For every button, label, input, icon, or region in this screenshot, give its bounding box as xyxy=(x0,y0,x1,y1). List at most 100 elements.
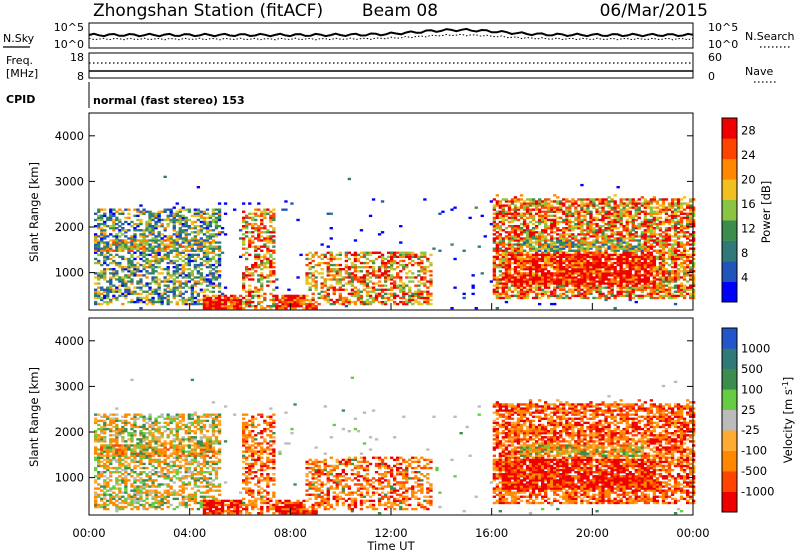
heatmap-cell xyxy=(214,225,219,228)
heatmap-cell xyxy=(574,216,578,220)
heatmap-cell xyxy=(154,225,158,228)
heatmap-cell xyxy=(100,473,104,476)
heatmap-cell xyxy=(100,286,104,289)
heatmap-cell xyxy=(538,266,542,269)
heatmap-cell xyxy=(272,280,276,283)
heatmap-cell xyxy=(350,288,355,291)
heatmap-cell xyxy=(516,282,521,285)
heatmap-cell xyxy=(202,222,207,226)
heatmap-cell xyxy=(332,263,336,267)
heatmap-cell xyxy=(127,300,131,304)
heatmap-cell xyxy=(631,257,635,261)
heatmap-cell xyxy=(184,233,188,236)
heatmap-cell xyxy=(169,245,173,248)
heatmap-cell xyxy=(625,247,629,250)
heatmap-cell xyxy=(547,249,551,252)
heatmap-cell xyxy=(682,261,687,265)
heatmap-cell xyxy=(184,280,188,283)
heatmap-cell xyxy=(553,222,557,226)
heatmap-cell xyxy=(317,272,321,275)
heatmap-cell xyxy=(634,276,638,279)
heatmap-cell xyxy=(332,270,336,273)
heatmap-cell xyxy=(199,282,204,285)
heatmap-cell xyxy=(580,294,584,298)
heatmap-cell xyxy=(402,268,406,271)
heatmap-cell xyxy=(592,259,596,263)
heatmap-cell xyxy=(390,261,394,265)
heatmap-cell xyxy=(214,307,219,310)
heatmap-cell xyxy=(154,235,158,238)
heatmap-cell xyxy=(308,276,312,279)
heatmap-cell xyxy=(562,251,566,254)
heatmap-cell xyxy=(586,206,590,209)
heatmap-cell xyxy=(652,259,657,263)
heatmap-cell xyxy=(580,276,584,279)
heatmap-cell xyxy=(522,276,527,279)
heatmap-cell xyxy=(634,245,638,248)
heatmap-cell xyxy=(568,280,572,283)
heatmap-cell xyxy=(151,218,155,222)
heatmap-cell xyxy=(311,278,315,281)
heatmap-cell xyxy=(667,229,672,232)
heatmap-cell xyxy=(550,239,554,242)
heatmap-cell xyxy=(199,302,204,306)
heatmap-cell xyxy=(492,261,497,265)
heatmap-cell xyxy=(541,280,545,283)
heatmap-cell xyxy=(133,266,137,269)
heatmap-cell xyxy=(607,210,611,213)
heatmap-cell xyxy=(589,274,593,277)
heatmap-cell xyxy=(169,243,173,246)
heatmap-cell xyxy=(112,274,116,277)
heatmap-cell xyxy=(664,278,669,281)
heatmap-cell xyxy=(205,235,210,238)
heatmap-cell xyxy=(580,272,584,275)
heatmap-cell xyxy=(535,282,539,285)
heatmap-cell xyxy=(211,229,216,232)
heatmap-cell xyxy=(492,259,497,263)
heatmap-cell xyxy=(130,300,134,304)
heatmap-cell xyxy=(387,270,391,273)
heatmap-cell xyxy=(652,206,657,209)
heatmap-cell xyxy=(208,225,213,228)
heatmap-cell xyxy=(233,294,237,298)
heatmap-cell xyxy=(589,286,593,289)
heatmap-cell xyxy=(607,216,611,220)
heatmap-cell xyxy=(643,284,648,287)
heatmap-cell xyxy=(646,204,651,207)
heatmap-cell xyxy=(269,253,273,257)
heatmap-cell xyxy=(646,286,651,289)
heatmap-cell xyxy=(172,229,176,232)
heatmap-cell xyxy=(556,255,560,259)
heatmap-cell xyxy=(686,204,690,207)
heatmap-cell xyxy=(589,200,593,203)
heatmap-cell xyxy=(625,276,629,279)
heatmap-cell xyxy=(682,208,687,211)
heatmap-cell xyxy=(673,208,678,211)
heatmap-cell xyxy=(323,278,327,281)
heatmap-cell xyxy=(148,298,152,302)
heatmap-cell xyxy=(205,239,210,242)
heatmap-cell xyxy=(625,274,629,277)
heatmap-cell xyxy=(519,229,524,232)
heatmap-cell xyxy=(254,214,258,218)
heatmap-cell xyxy=(184,216,188,220)
heatmap-cell xyxy=(417,263,421,267)
heatmap-cell xyxy=(673,233,678,236)
heatmap-cell xyxy=(115,253,119,257)
heatmap-cell xyxy=(577,220,581,224)
heatmap-cell xyxy=(260,259,264,263)
heatmap-cell xyxy=(257,257,261,261)
heatmap-cell xyxy=(604,214,608,218)
heatmap-cell xyxy=(127,268,131,271)
heatmap-cell xyxy=(384,272,388,275)
heatmap-cell xyxy=(115,286,119,289)
heatmap-cell xyxy=(365,257,370,261)
heatmap-cell xyxy=(314,305,318,308)
heatmap-cell xyxy=(601,216,605,220)
heatmap-cell xyxy=(640,220,645,224)
heatmap-cell xyxy=(577,282,581,285)
heatmap-cell xyxy=(163,288,167,291)
heatmap-cell xyxy=(109,493,113,496)
heatmap-cell xyxy=(399,300,403,304)
heatmap-cell xyxy=(676,220,681,224)
